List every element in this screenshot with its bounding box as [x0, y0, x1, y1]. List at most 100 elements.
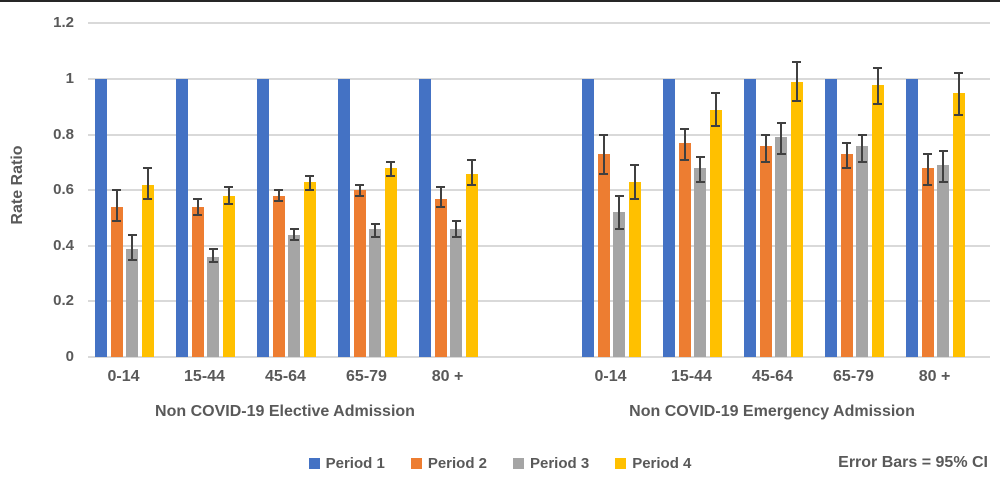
- error-bar-cap-bottom: [614, 228, 624, 231]
- error-bar: [699, 156, 701, 182]
- error-bar-cap-bottom: [954, 114, 963, 117]
- x-tick-label: 45-64: [752, 368, 793, 385]
- error-bar: [764, 134, 767, 163]
- bar-section1-45-64-period-1: [257, 79, 269, 357]
- error-bar-cap-bottom: [873, 103, 882, 106]
- error-bar: [131, 234, 133, 260]
- error-bar-cap-bottom: [355, 194, 364, 197]
- error-bar: [374, 223, 376, 238]
- bar-section2-45-64-period-4: [790, 81, 803, 357]
- section-label-1: Non COVID-19 Elective Admission: [155, 403, 415, 420]
- y-tick-label: 0.2: [53, 292, 74, 310]
- gridline-0: [88, 356, 990, 358]
- error-bar-cap-top: [127, 233, 137, 236]
- error-bar-cap-top: [792, 61, 801, 64]
- legend-swatch-icon: [308, 457, 320, 469]
- error-bar-cap-bottom: [711, 125, 720, 128]
- x-tick-label: 80 +: [918, 368, 951, 385]
- error-bar: [455, 220, 457, 238]
- gridline-0.8: [88, 133, 990, 136]
- error-bar: [618, 195, 620, 230]
- legend: Period 1 Period 2 Period 3 Period 4: [280, 453, 720, 473]
- error-bar: [926, 154, 929, 185]
- error-bar-cap-bottom: [224, 203, 233, 206]
- error-bar: [146, 167, 149, 199]
- y-tick-label: 0: [65, 348, 74, 365]
- error-bar-cap-top: [467, 158, 476, 161]
- bar-section2-80+-period-1: [906, 79, 918, 357]
- error-bar-cap-top: [370, 222, 380, 225]
- bar-section1-0-14-period-4: [141, 184, 154, 357]
- y-tick-label: 1: [65, 70, 74, 87]
- bar-section1-65-79-period-1: [338, 79, 350, 357]
- error-bar-cap-bottom: [193, 214, 202, 217]
- bar-section2-45-64-period-1: [744, 79, 756, 357]
- error-bar-cap-top: [711, 91, 720, 94]
- error-bar-cap-bottom: [599, 172, 608, 175]
- error-bar-cap-bottom: [370, 236, 380, 239]
- error-bar-cap-top: [857, 133, 867, 136]
- error-bar: [470, 159, 473, 185]
- x-tick-label: 45-64: [265, 368, 306, 385]
- error-bar-note: Error Bars = 95% CI: [838, 454, 988, 471]
- error-bar: [439, 187, 442, 207]
- error-bar-cap-top: [680, 128, 689, 131]
- legend-swatch-icon: [513, 457, 524, 469]
- error-bar-cap-top: [923, 153, 932, 156]
- error-bar-cap-bottom: [143, 197, 152, 200]
- legend-item-period-3: Period 3: [513, 455, 589, 472]
- error-bar: [633, 165, 636, 199]
- bar-section1-0-14-period-3: [126, 248, 138, 357]
- error-bar-cap-bottom: [761, 161, 770, 164]
- bar-section2-45-64-period-3: [775, 137, 787, 357]
- error-bar-cap-bottom: [842, 166, 851, 169]
- error-bar-cap-bottom: [630, 197, 639, 200]
- error-bar-cap-bottom: [274, 200, 283, 203]
- legend-item-period-4: Period 4: [615, 455, 691, 472]
- error-bar-cap-top: [224, 186, 233, 189]
- bar-section2-45-64-period-2: [759, 145, 772, 357]
- error-bar-cap-bottom: [208, 261, 218, 264]
- bar-section2-65-79-period-1: [825, 79, 837, 357]
- error-bar-cap-top: [143, 166, 152, 169]
- x-tick-label: 65-79: [833, 368, 874, 385]
- bar-section2-65-79-period-4: [871, 84, 884, 357]
- error-bar: [227, 187, 230, 205]
- error-bar: [861, 134, 863, 163]
- error-bar: [683, 129, 686, 160]
- bar-section2-0-14-period-2: [597, 154, 610, 357]
- y-tick-label: 0.4: [53, 236, 74, 254]
- bar-section1-80+-period-2: [434, 198, 447, 357]
- legend-label: Period 4: [632, 454, 692, 472]
- error-bar-cap-bottom: [112, 219, 121, 222]
- bar-section2-0-14-period-1: [582, 79, 594, 357]
- error-bar: [115, 190, 118, 221]
- gridline-1.2: [88, 22, 990, 25]
- x-tick-label: 80 +: [431, 368, 464, 385]
- error-bar-cap-bottom: [680, 158, 689, 161]
- error-bar: [780, 123, 782, 155]
- bar-section2-80+-period-4: [952, 92, 965, 357]
- error-bar-cap-top: [614, 194, 624, 197]
- x-tick-label: 15-44: [671, 368, 712, 385]
- bar-section1-80+-period-1: [419, 79, 431, 357]
- x-tick-label: 0-14: [107, 368, 140, 385]
- error-bar-cap-top: [938, 150, 948, 153]
- error-bar-cap-top: [451, 219, 461, 222]
- error-bar-cap-bottom: [289, 239, 299, 242]
- legend-label: Period 1: [325, 454, 385, 472]
- bar-section1-15-44-period-1: [176, 79, 188, 357]
- bar-section1-80+-period-4: [465, 173, 478, 357]
- x-tick-label: 65-79: [346, 368, 387, 385]
- error-bar-cap-top: [630, 164, 639, 167]
- legend-label: Period 2: [427, 454, 487, 472]
- error-bar-cap-top: [112, 189, 121, 192]
- error-bar-cap-top: [954, 72, 963, 75]
- bar-section2-15-44-period-3: [694, 167, 706, 357]
- error-bar-cap-top: [355, 183, 364, 186]
- bar-section1-45-64-period-3: [288, 234, 300, 357]
- legend-swatch-icon: [615, 457, 627, 469]
- error-bar-cap-top: [599, 133, 608, 136]
- error-bar: [212, 248, 214, 263]
